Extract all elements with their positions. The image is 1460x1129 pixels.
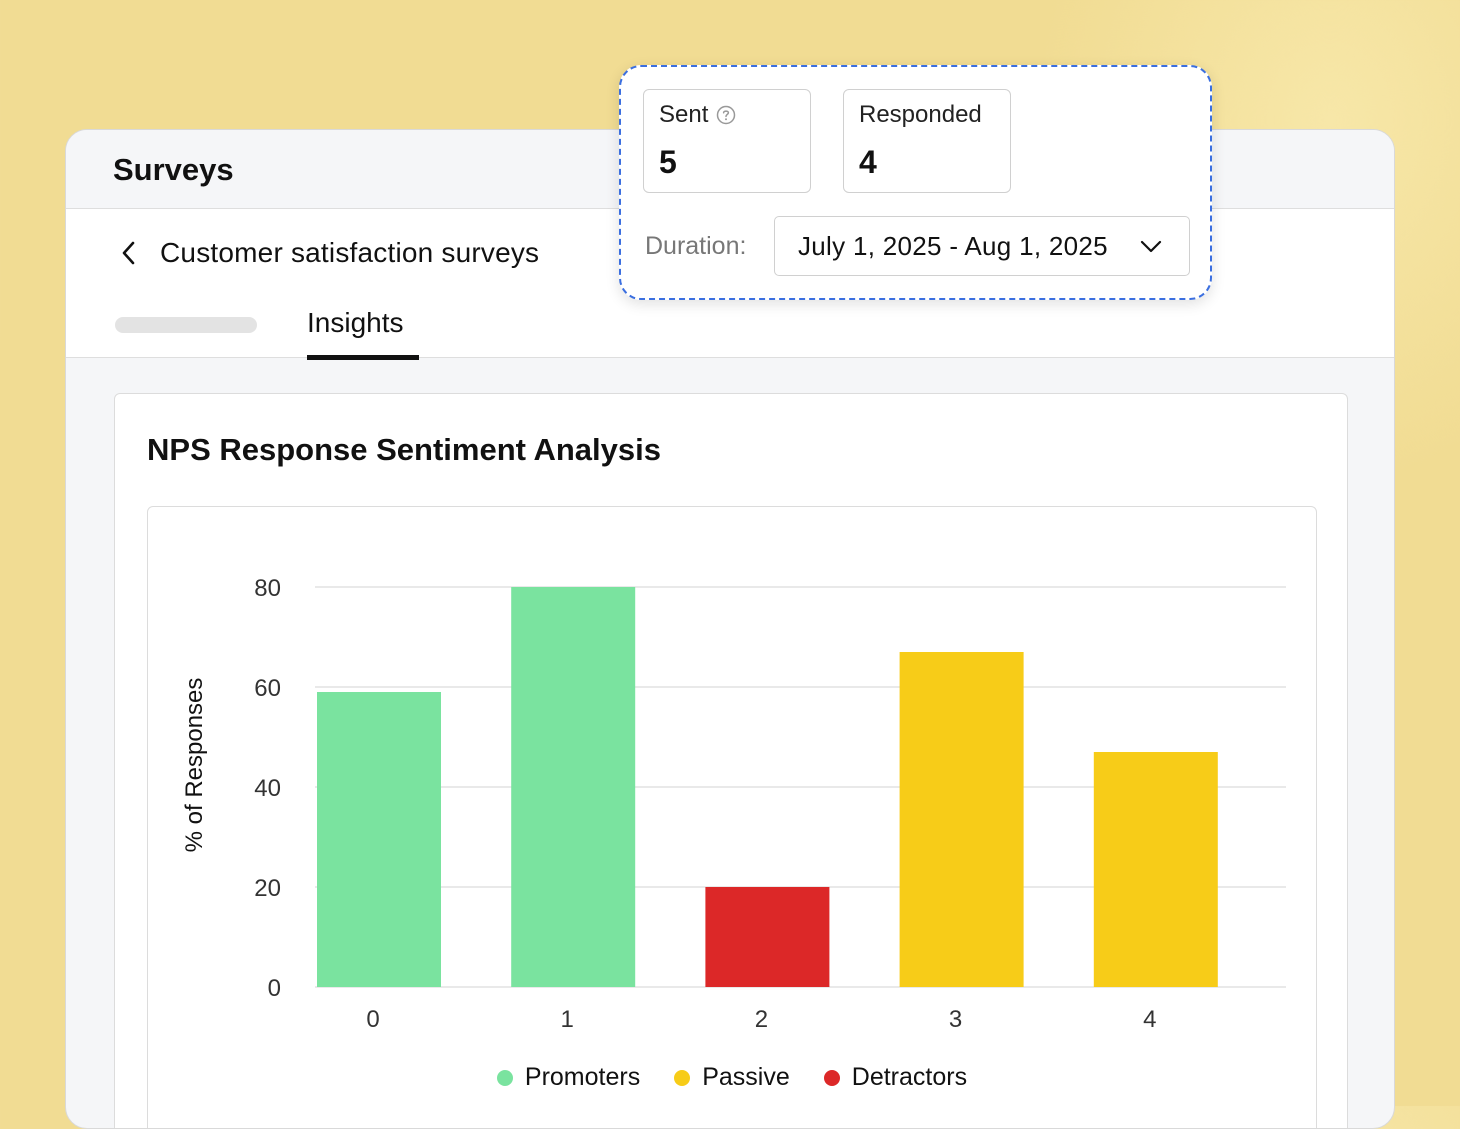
sent-label: Sent (659, 101, 709, 128)
legend-label: Passive (702, 1063, 790, 1091)
responded-value: 4 (859, 144, 877, 180)
nps-chart: 0 20 40 60 80 % of Responses 0 1 2 3 4 Promoters P… (147, 506, 1317, 1128)
passive-dot-icon (674, 1069, 691, 1086)
y-tick-label: 80 (254, 575, 281, 602)
chart-legend: Promoters Passive Detractors (148, 1063, 1316, 1092)
tab-placeholder[interactable] (115, 317, 257, 333)
legend-passive: Passive (674, 1063, 790, 1092)
active-tab-indicator (307, 355, 419, 360)
tab-insights[interactable]: Insights (307, 307, 404, 338)
summary-popover: Sent 5 Responded 4 Duration: July 1, 202… (619, 65, 1212, 300)
duration-select[interactable]: July 1, 2025 - Aug 1, 2025 (774, 216, 1190, 276)
y-tick-label: 0 (268, 975, 281, 1002)
responded-stat: Responded 4 (843, 89, 1011, 193)
chevron-down-icon (1140, 240, 1162, 253)
back-button[interactable] (114, 238, 144, 268)
y-axis-label: % of Responses (181, 678, 208, 853)
y-tick-label: 20 (254, 875, 281, 902)
card-title: NPS Response Sentiment Analysis (147, 432, 661, 467)
legend-detractors: Detractors (823, 1063, 968, 1092)
y-tick-label: 40 (254, 775, 281, 802)
bar-4 (1093, 752, 1218, 987)
legend-label: Detractors (851, 1063, 968, 1091)
duration-value: July 1, 2025 - Aug 1, 2025 (798, 230, 1108, 261)
page-title: Surveys (113, 152, 234, 187)
legend-promoters: Promoters (496, 1063, 641, 1092)
x-tick-label: 4 (1143, 1006, 1156, 1033)
bar-3 (899, 652, 1024, 987)
sent-value: 5 (659, 144, 677, 180)
bar-chart-svg: 0 20 40 60 80 % of Responses 0 1 2 3 4 (181, 575, 1286, 1033)
detractors-dot-icon (823, 1069, 840, 1086)
duration-label: Duration: (645, 232, 747, 260)
x-tick-label: 3 (949, 1006, 962, 1033)
chevron-left-icon (122, 241, 135, 265)
x-tick-label: 2 (755, 1006, 768, 1033)
breadcrumb: Customer satisfaction surveys (114, 237, 539, 269)
survey-name: Customer satisfaction surveys (160, 237, 540, 268)
x-tick-label: 0 (366, 1006, 379, 1033)
help-icon[interactable] (716, 105, 736, 125)
bar-2 (705, 887, 830, 987)
sent-stat: Sent 5 (643, 89, 811, 193)
bar-0 (317, 692, 441, 987)
x-tick-label: 1 (561, 1006, 574, 1033)
promoters-dot-icon (496, 1069, 513, 1086)
bar-1 (511, 587, 636, 987)
y-tick-label: 60 (254, 675, 281, 702)
responded-label: Responded (859, 101, 982, 128)
legend-label: Promoters (524, 1063, 641, 1091)
sent-label-row: Sent (659, 101, 736, 129)
nps-card: NPS Response Sentiment Analysis 0 20 40 60 8… (114, 393, 1348, 1128)
